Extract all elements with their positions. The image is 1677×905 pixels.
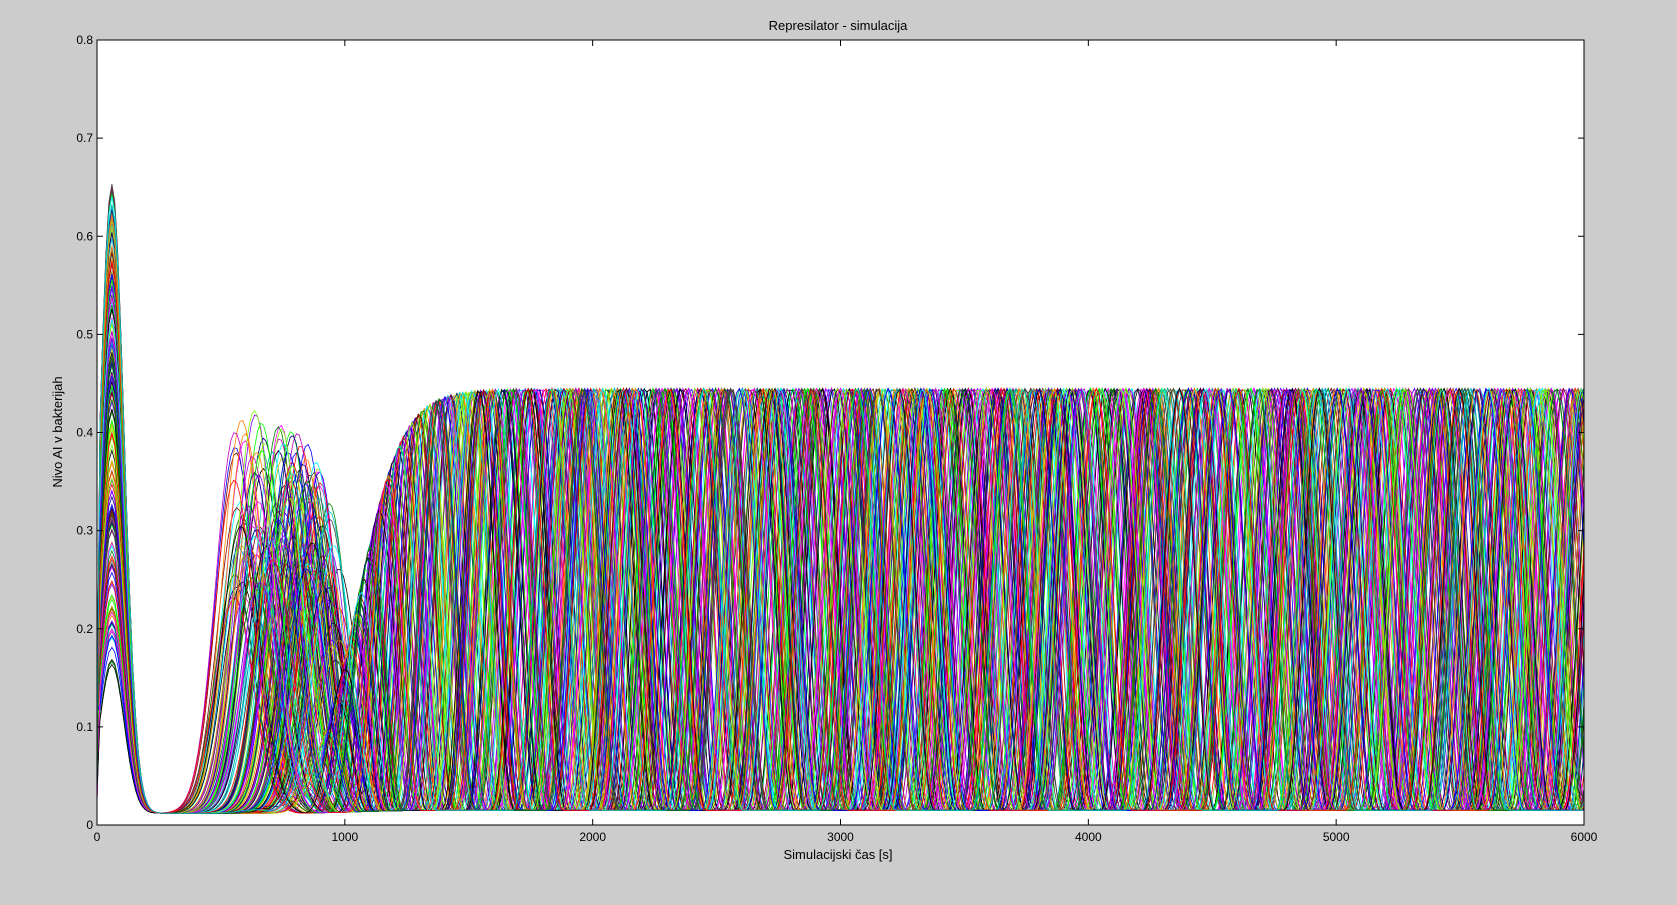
- series-line: [96, 205, 1584, 814]
- x-tick-label: 3000: [827, 830, 854, 844]
- x-tick-label: 4000: [1075, 830, 1102, 844]
- x-axis-label: Simulacijski čas [s]: [783, 847, 892, 862]
- y-tick-label: 0.8: [76, 33, 93, 47]
- y-axis-label: Nivo AI v bakterijah: [50, 376, 65, 487]
- y-tick-label: 0.2: [76, 622, 93, 636]
- x-tick-label: 1000: [331, 830, 358, 844]
- y-tick-label: 0.5: [76, 327, 93, 341]
- y-axis: 0 0.1 0.2 0.3 0.4 0.5 0.6 0.7 0.8: [76, 33, 1584, 832]
- y-tick-label: 0: [86, 818, 93, 832]
- y-tick-label: 0.7: [76, 131, 93, 145]
- y-tick-label: 0.4: [76, 426, 93, 440]
- x-tick-label: 5000: [1323, 830, 1350, 844]
- y-tick-label: 0.6: [76, 229, 93, 243]
- y-tick-label: 0.1: [76, 720, 93, 734]
- x-tick-label: 6000: [1571, 830, 1598, 844]
- y-tick-label: 0.3: [76, 524, 93, 538]
- series-line: [96, 387, 1584, 814]
- series-line: [96, 386, 1585, 814]
- x-axis: 0 1000 2000 3000 4000 5000 6000: [94, 40, 1598, 844]
- series-layer: [96, 183, 1585, 814]
- chart-title: Represilator - simulacija: [769, 18, 908, 33]
- series-line: [96, 375, 1584, 814]
- x-tick-label: 2000: [579, 830, 606, 844]
- x-tick-label: 0: [94, 830, 101, 844]
